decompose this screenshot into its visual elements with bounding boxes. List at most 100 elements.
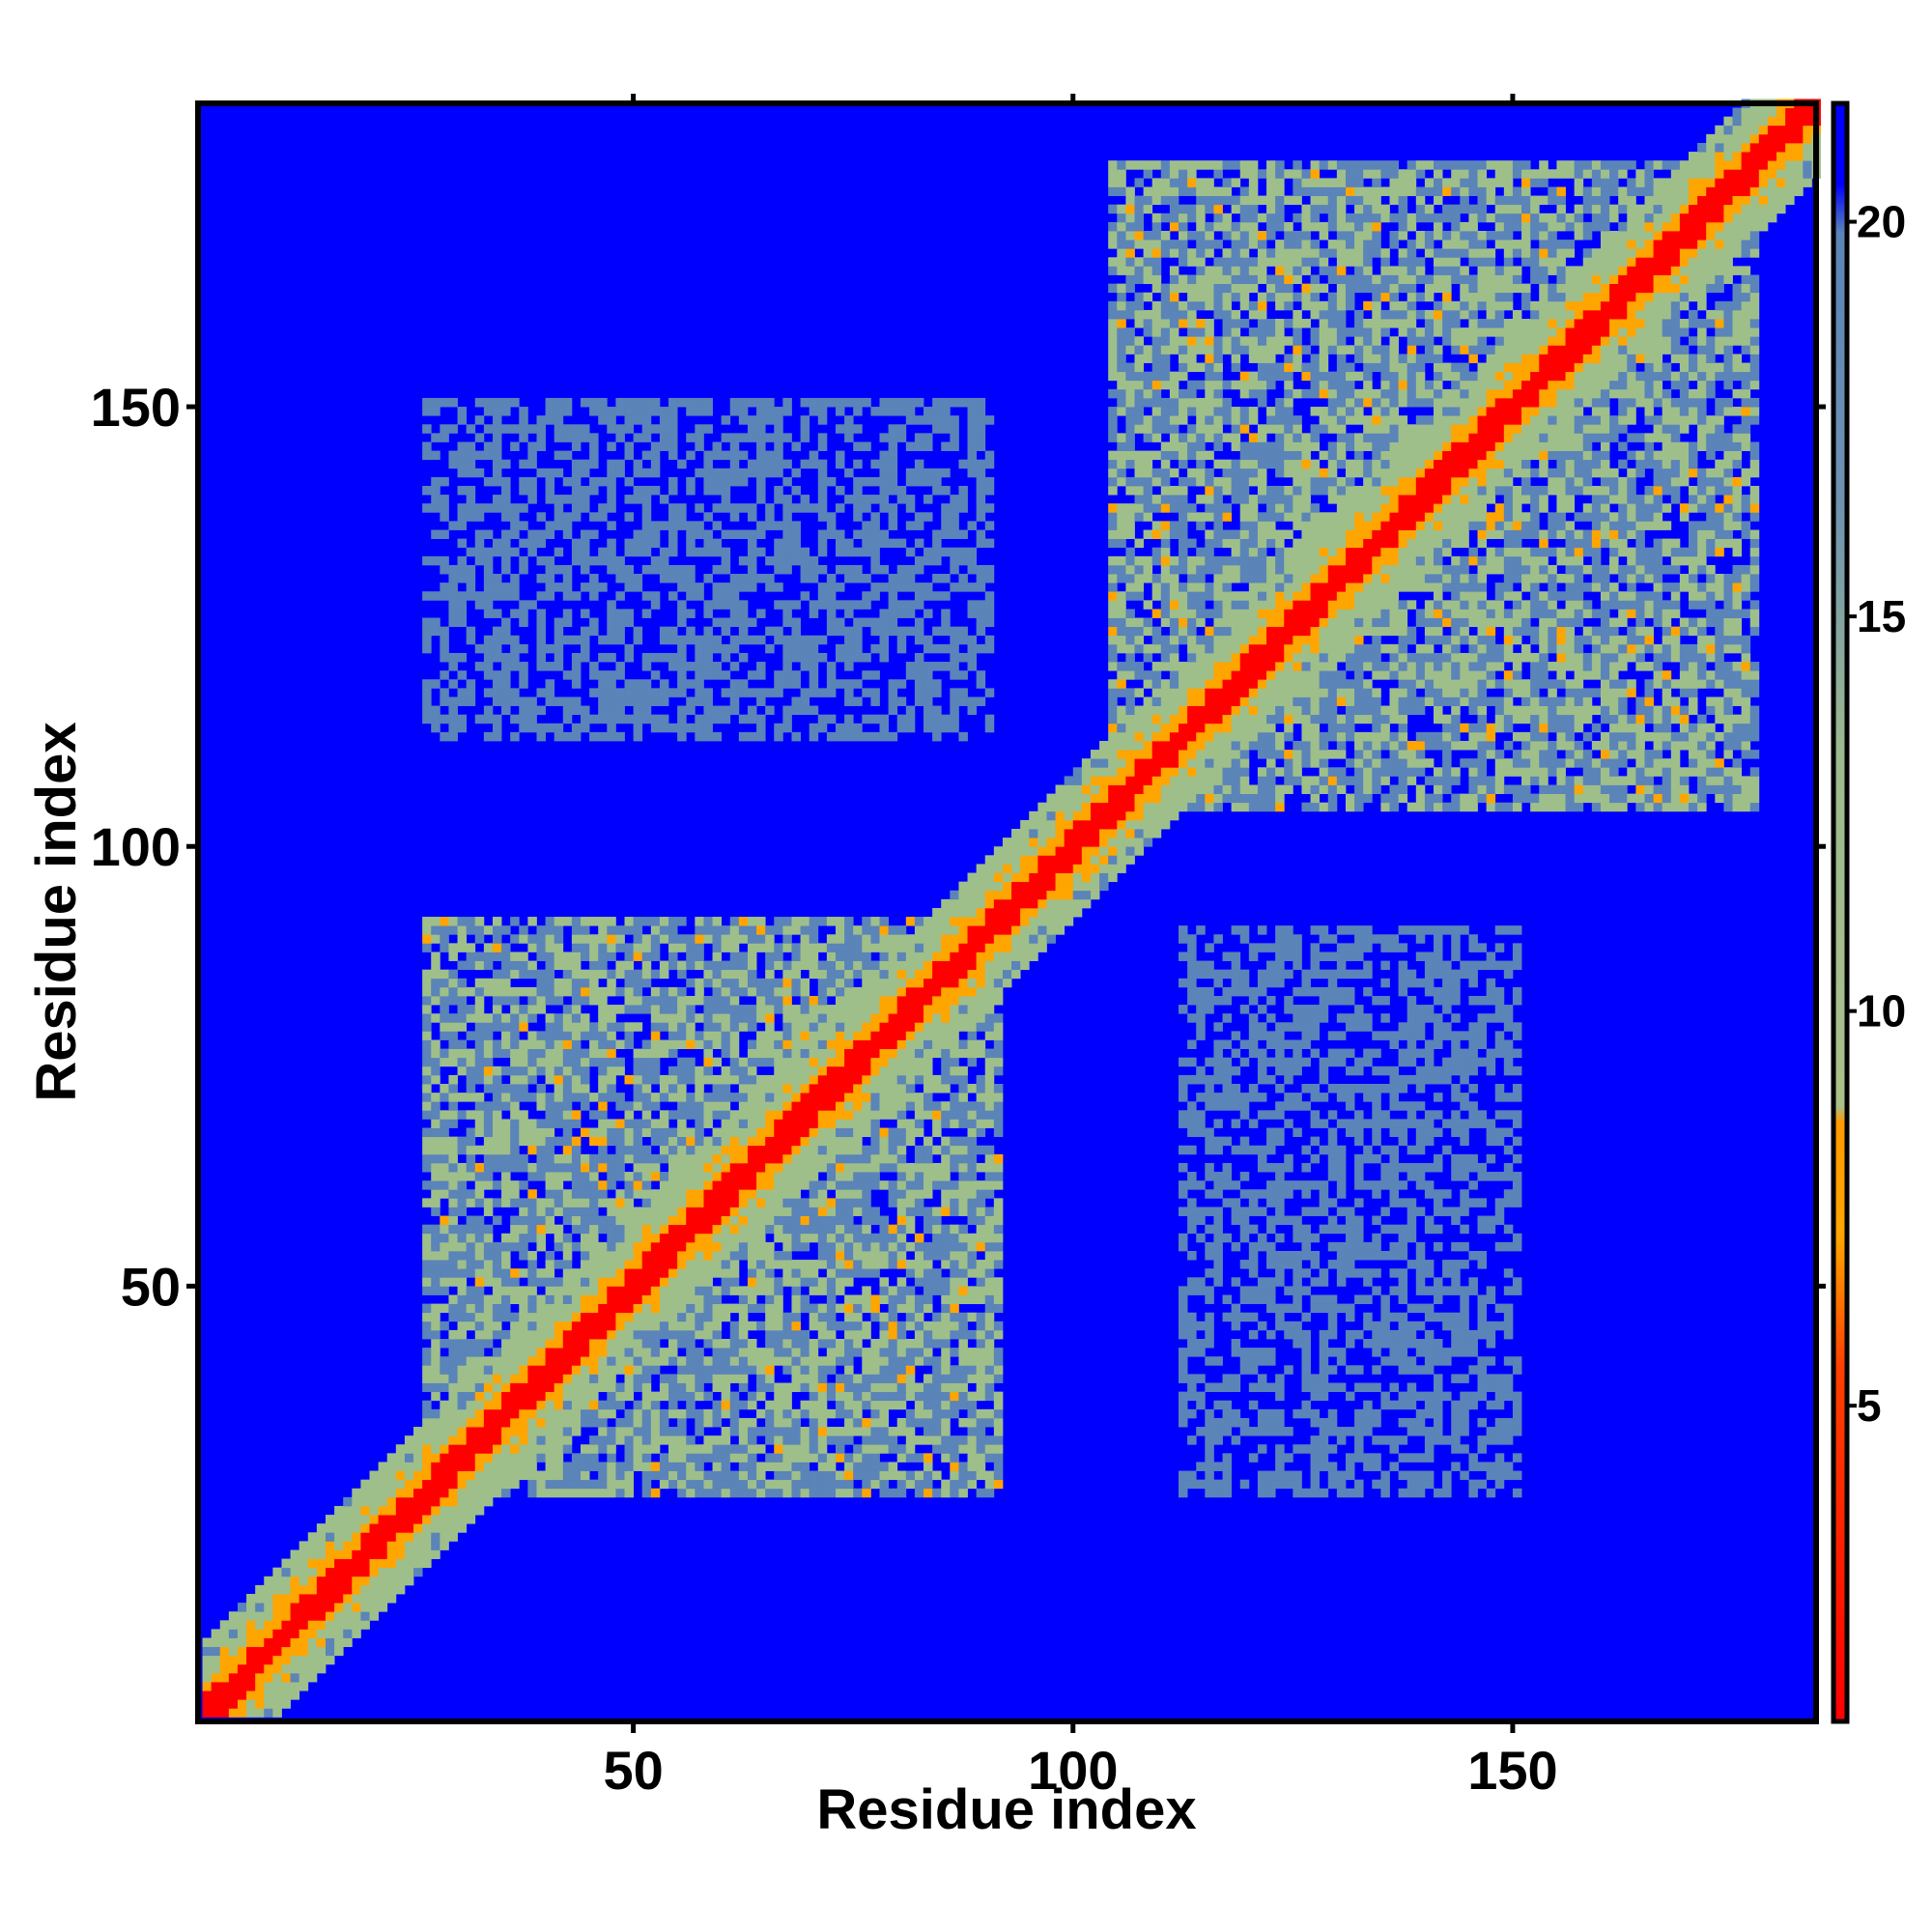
heatmap-cell	[800, 1453, 810, 1463]
heatmap-cell	[580, 1444, 590, 1454]
heatmap-cell	[422, 1427, 432, 1436]
heatmap-cell	[870, 1153, 880, 1164]
heatmap-cell	[519, 696, 528, 706]
heatmap-cell	[501, 1382, 511, 1393]
heatmap-cell	[747, 1145, 757, 1155]
heatmap-cell	[677, 723, 687, 733]
heatmap-cell	[695, 1374, 704, 1383]
heatmap-cell	[835, 1101, 845, 1111]
heatmap-cell	[492, 952, 502, 961]
heatmap-cell	[817, 1241, 828, 1252]
heatmap-cell	[721, 1215, 731, 1226]
heatmap-cell	[554, 1039, 564, 1049]
heatmap-cell	[615, 555, 625, 566]
heatmap-cell	[835, 485, 845, 496]
heatmap-cell	[800, 424, 810, 434]
heatmap-cell	[756, 495, 766, 504]
heatmap-cell	[844, 609, 854, 618]
heatmap-cell	[835, 1119, 845, 1128]
heatmap-cell	[879, 1162, 889, 1173]
heatmap-cell	[800, 591, 810, 601]
heatmap-cell	[343, 1594, 353, 1604]
heatmap-cell	[255, 1682, 265, 1691]
heatmap-cell	[440, 696, 449, 706]
heatmap-cell	[501, 1153, 511, 1164]
heatmap-cell	[501, 995, 511, 1006]
heatmap-cell	[272, 1611, 282, 1621]
heatmap-cell	[721, 1110, 731, 1120]
heatmap-cell	[782, 1074, 792, 1085]
heatmap-cell	[844, 917, 854, 926]
heatmap-cell	[641, 1303, 652, 1314]
heatmap-cell	[501, 1013, 511, 1023]
heatmap-cell	[641, 538, 652, 549]
heatmap-cell	[369, 1488, 380, 1498]
heatmap-cell	[554, 503, 564, 513]
heatmap-cell	[729, 1470, 740, 1481]
heatmap-cell	[774, 1093, 783, 1102]
heatmap-cell	[378, 1496, 388, 1507]
heatmap-cell	[589, 1180, 599, 1190]
heatmap-cell	[747, 1250, 757, 1261]
heatmap-cell	[703, 574, 713, 583]
heatmap-cell	[607, 1250, 616, 1261]
heatmap-cell	[870, 925, 880, 935]
heatmap-cell	[782, 547, 792, 557]
heatmap-cell	[510, 1321, 520, 1331]
heatmap-cell	[782, 1119, 792, 1128]
heatmap-cell	[519, 925, 528, 935]
heatmap-cell	[738, 1101, 749, 1111]
heatmap-cell	[817, 433, 828, 442]
heatmap-cell	[677, 1382, 687, 1393]
heatmap-cell	[817, 1329, 828, 1340]
heatmap-cell	[527, 459, 537, 469]
heatmap-cell	[774, 1180, 783, 1190]
heatmap-cell	[633, 1260, 643, 1269]
heatmap-cell	[686, 547, 696, 557]
heatmap-cell	[729, 1039, 740, 1049]
heatmap-cell	[826, 521, 837, 530]
heatmap-cell	[756, 424, 766, 434]
heatmap-cell	[519, 1453, 528, 1463]
heatmap-cell	[589, 1136, 599, 1147]
heatmap-cell	[835, 1233, 845, 1243]
heatmap-cell	[326, 1532, 335, 1542]
heatmap-cell	[624, 952, 635, 961]
heatmap-cell	[589, 1329, 599, 1340]
heatmap-cell	[641, 1488, 652, 1498]
heatmap-cell	[888, 1127, 898, 1138]
heatmap-cell	[457, 1048, 468, 1059]
heatmap-cell	[809, 1022, 819, 1032]
heatmap-cell	[835, 1005, 845, 1014]
heatmap-cell	[431, 1013, 440, 1023]
heatmap-cell	[756, 1321, 766, 1331]
heatmap-cell	[483, 529, 494, 540]
heatmap-cell	[844, 1198, 854, 1208]
heatmap-cell	[888, 626, 898, 637]
heatmap-cell	[633, 1074, 643, 1085]
heatmap-cell	[905, 476, 916, 487]
heatmap-cell	[448, 1136, 458, 1147]
heatmap-cell	[474, 1268, 485, 1278]
heatmap-cell	[835, 978, 845, 988]
heatmap-cell	[862, 1294, 871, 1304]
heatmap-cell	[219, 1690, 230, 1700]
heatmap-cell	[519, 1207, 528, 1216]
heatmap-cell	[765, 1207, 775, 1216]
heatmap-cell	[809, 397, 819, 408]
heatmap-cell	[615, 397, 625, 408]
heatmap-cell	[677, 1074, 687, 1085]
heatmap-cell	[835, 1339, 845, 1349]
heatmap-cell	[862, 943, 871, 952]
heatmap-cell	[844, 714, 854, 724]
heatmap-cell	[721, 934, 731, 944]
heatmap-cell	[422, 1303, 432, 1314]
heatmap-cell	[844, 1065, 854, 1076]
heatmap-cell	[483, 1127, 494, 1138]
heatmap-cell	[888, 1391, 898, 1402]
heatmap-cell	[721, 1101, 731, 1111]
heatmap-cell	[633, 1268, 643, 1278]
heatmap-cell	[633, 1312, 643, 1322]
heatmap-cell	[519, 1198, 528, 1208]
heatmap-cell	[571, 1039, 582, 1049]
